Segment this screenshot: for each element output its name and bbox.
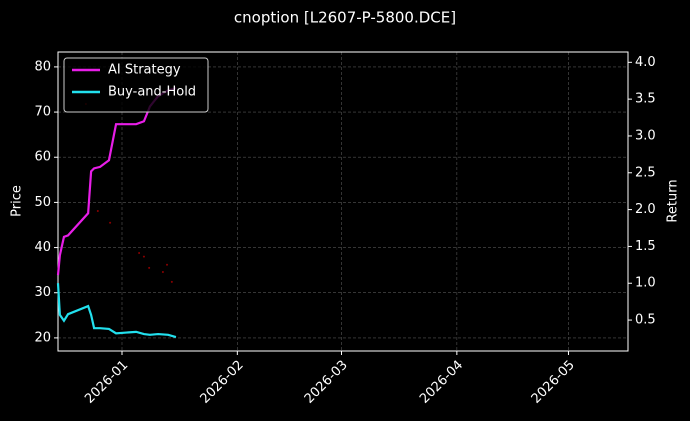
series-line <box>56 87 177 276</box>
x-tick-label: 2026-04 <box>417 358 466 407</box>
price-point <box>138 251 141 254</box>
y-axis-label: Price <box>10 185 25 217</box>
y2-tick-label: 3.0 <box>635 128 656 143</box>
y-tick-label: 50 <box>34 195 51 210</box>
price-point <box>142 255 145 258</box>
y2-tick-label: 1.0 <box>635 276 656 291</box>
y2-axis-label: Return <box>666 179 681 222</box>
legend-label: Buy-and-Hold <box>108 85 196 100</box>
y-tick-label: 40 <box>34 240 51 255</box>
y-tick-label: 30 <box>34 285 51 300</box>
x-tick-label: 2026-05 <box>529 358 578 407</box>
y-tick-label: 80 <box>34 59 51 74</box>
legend-label: AI Strategy <box>108 63 181 78</box>
y2-tick-label: 0.5 <box>635 313 656 328</box>
x-tick-label: 2026-01 <box>82 358 131 407</box>
y2-tick-label: 4.0 <box>635 55 656 70</box>
x-tick-label: 2026-03 <box>302 358 351 407</box>
y2-tick-label: 2.5 <box>635 165 656 180</box>
y2-tick-label: 3.5 <box>635 92 656 107</box>
price-point <box>170 280 173 283</box>
price-point <box>148 266 151 269</box>
series-line <box>56 283 177 339</box>
price-point <box>109 221 112 224</box>
legend: AI Strategy Buy-and-Hold <box>63 57 209 113</box>
y-tick-label: 20 <box>34 330 51 345</box>
plot-frame <box>57 51 629 352</box>
x-tick-label: 2026-02 <box>198 358 247 407</box>
y-tick-label: 70 <box>34 105 51 120</box>
chart-title: cnoption [L2607-P-5800.DCE] <box>234 9 456 27</box>
price-point <box>166 263 169 266</box>
y2-tick-label: 1.5 <box>635 239 656 254</box>
y2-tick-label: 2.0 <box>635 202 656 217</box>
legend-box <box>63 57 209 113</box>
y-tick-label: 60 <box>34 150 51 165</box>
price-point <box>161 270 164 273</box>
price-point <box>96 209 99 212</box>
